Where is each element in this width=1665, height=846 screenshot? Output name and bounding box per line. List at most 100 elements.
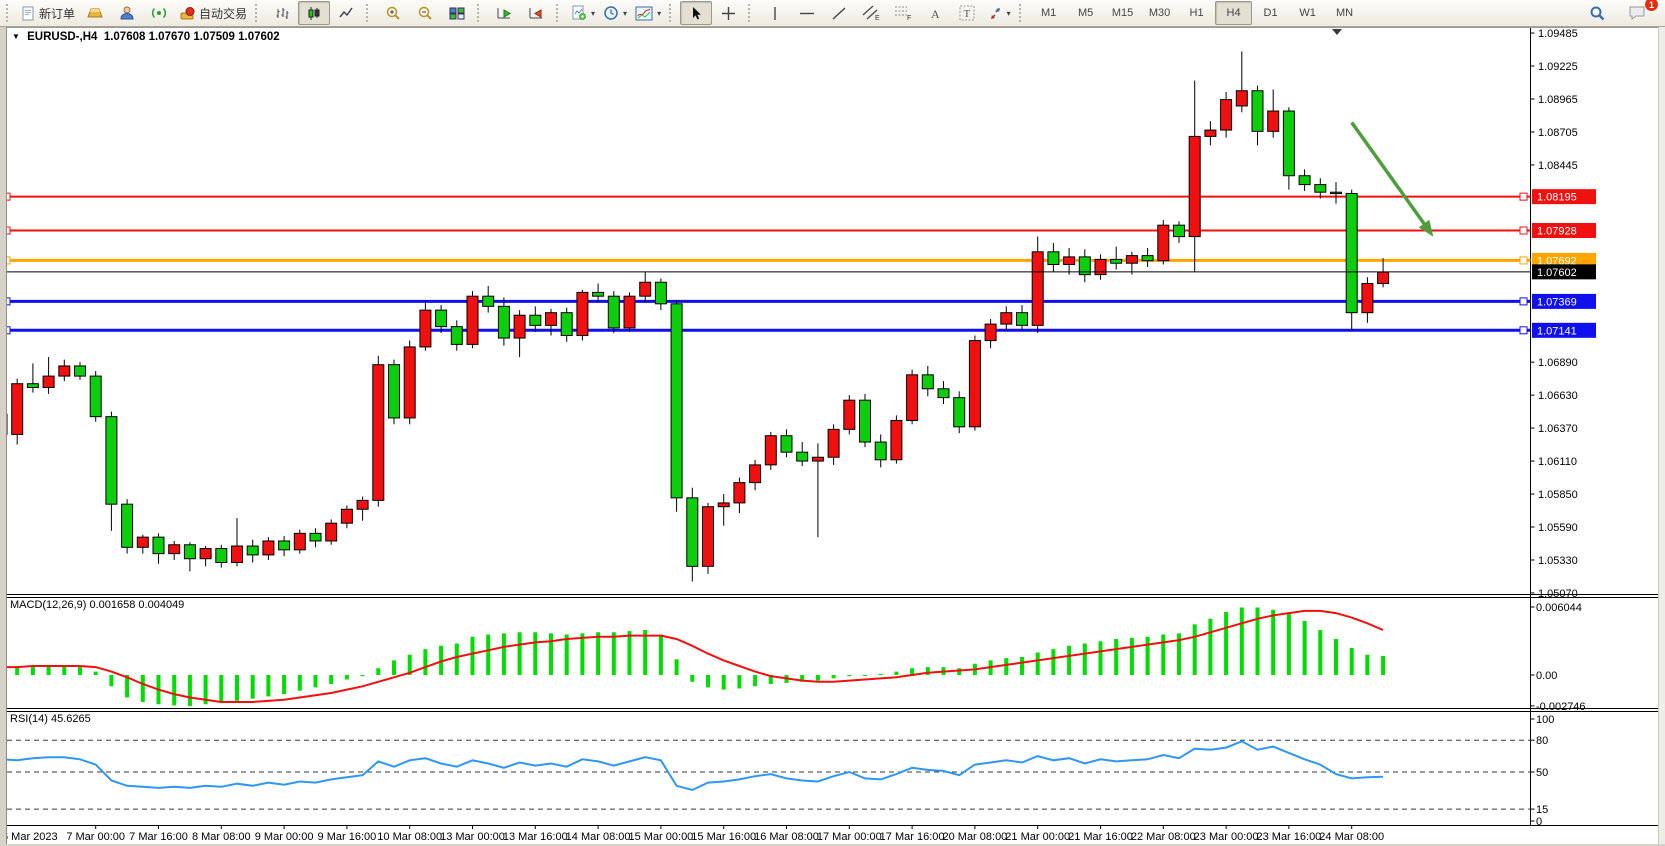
toolbar-grip[interactable] [255, 4, 262, 22]
channel-button[interactable]: E [855, 1, 887, 25]
toolbar-grip[interactable] [477, 4, 484, 22]
macd-axis-label: -0.002746 [1536, 701, 1586, 713]
new-order-button[interactable]: 新订单 [17, 1, 79, 25]
candle [639, 272, 652, 303]
line-chart-button[interactable] [330, 1, 362, 25]
arrow-annotation[interactable] [1350, 121, 1434, 237]
candle-body [1235, 90, 1248, 107]
channel-icon: E [862, 5, 880, 21]
candle [780, 429, 793, 458]
candle-body [74, 365, 86, 377]
vertical-line-button[interactable] [759, 1, 791, 25]
line-anchor[interactable] [1519, 326, 1528, 335]
candle-body [356, 499, 369, 510]
toolbar-grip[interactable] [6, 4, 13, 22]
trendline-button[interactable] [823, 1, 855, 25]
candle-body [497, 305, 510, 339]
candle-body [843, 399, 856, 430]
cursor-icon [693, 6, 702, 19]
pane-splitter-rsi[interactable] [0, 708, 1665, 713]
time-tick-label: 20 Mar 08:00 [942, 831, 1007, 843]
zoom-out-button[interactable] [409, 1, 441, 25]
horizontal-line-objects[interactable] [2, 192, 1531, 335]
fibonacci-icon: F [895, 6, 911, 21]
text-button[interactable]: A [919, 1, 951, 25]
chat-button[interactable]: 1 [1621, 0, 1658, 25]
indicators-button[interactable]: ▾ [567, 1, 599, 25]
periods-button[interactable]: ▾ [599, 1, 631, 25]
time-tick-label: 23 Mar 00:00 [1194, 831, 1259, 843]
window-right-edge [1658, 27, 1665, 846]
timeframe-d1-button[interactable]: D1 [1263, 7, 1278, 19]
candle [1173, 221, 1185, 243]
rsi-indicator-label: RSI(14) 45.6265 [10, 713, 91, 725]
line-anchor[interactable] [1519, 192, 1528, 201]
candle [215, 544, 228, 568]
timeframe-m5-button[interactable]: M5 [1077, 7, 1094, 19]
cursor-button[interactable] [680, 1, 713, 25]
bar-chart-button[interactable] [266, 1, 298, 25]
candle [670, 300, 683, 512]
toolbar-grip[interactable] [1019, 4, 1026, 22]
line-anchor[interactable] [1519, 256, 1528, 265]
rsi-name: RSI(14) [10, 713, 48, 725]
zoom-in-button[interactable] [377, 1, 409, 25]
horizontal-line-button[interactable] [791, 1, 823, 25]
line-anchor[interactable] [1519, 297, 1528, 306]
timeframe-mn-button[interactable]: MN [1336, 7, 1354, 19]
candle-body [607, 295, 620, 329]
fibonacci-button[interactable]: F [887, 1, 919, 25]
autoscroll-button[interactable] [488, 1, 520, 25]
candlestick-chart-button[interactable] [298, 1, 331, 25]
candle-body [1267, 110, 1280, 132]
time-tick-label: 15 Mar 16:00 [691, 831, 756, 843]
candle [419, 301, 432, 351]
trader-button[interactable] [111, 1, 143, 25]
time-tick-label: 24 Mar 08:00 [1319, 831, 1384, 843]
shift-marker-icon[interactable] [1332, 29, 1342, 35]
crosshair-button[interactable] [712, 1, 744, 25]
templates-button[interactable]: ▾ [631, 1, 665, 25]
autotrading-button[interactable]: 自动交易 [175, 1, 251, 25]
toolbar-grip[interactable] [748, 4, 755, 22]
candle-body [466, 295, 479, 345]
candle [435, 305, 448, 333]
timeframe-h1-button[interactable]: H1 [1189, 7, 1204, 19]
ohlc-expander-icon[interactable]: ▼ [12, 32, 20, 41]
timeframe-w1-button[interactable]: W1 [1299, 7, 1316, 19]
candle-body [1125, 255, 1138, 264]
current-price-line [7, 29, 1531, 273]
toolbar-grip[interactable] [366, 4, 373, 22]
candle [168, 540, 181, 560]
arrows-button[interactable]: ▾ [983, 1, 1015, 25]
signals-button[interactable] [143, 1, 175, 25]
line-anchor[interactable] [1519, 226, 1528, 235]
timeframe-h4-button[interactable]: H4 [1215, 1, 1253, 25]
pane-splitter-macd[interactable] [0, 594, 1665, 599]
timeframe-m15-button[interactable]: M15 [1111, 7, 1134, 19]
indicators-icon [572, 5, 587, 20]
timeframe-m30-button[interactable]: M30 [1148, 7, 1171, 19]
candle [199, 546, 212, 567]
chart-title: ▼ EURUSD-,H4 1.07608 1.07670 1.07509 1.0… [12, 31, 280, 43]
timeframe-m1-button[interactable]: M1 [1040, 7, 1057, 19]
gold-button[interactable] [79, 1, 111, 25]
candle [702, 502, 714, 574]
candle-body [780, 435, 793, 453]
gold-ingot-icon [87, 8, 103, 18]
notification-badge: 1 [1645, 0, 1658, 11]
toolbar-grip[interactable] [556, 4, 563, 22]
candle-body [576, 291, 589, 337]
candle [74, 362, 86, 380]
new-order-label: 新订单 [39, 6, 76, 21]
candle [890, 415, 903, 464]
tile-windows-button[interactable] [441, 1, 473, 25]
search-button[interactable] [1581, 1, 1613, 25]
candle [1031, 236, 1044, 333]
chart-shift-button[interactable] [520, 1, 552, 25]
text-label-button[interactable]: T [951, 1, 983, 25]
candle-body [1377, 271, 1390, 285]
candle-body [654, 281, 667, 305]
toolbar-grip[interactable] [669, 4, 676, 22]
